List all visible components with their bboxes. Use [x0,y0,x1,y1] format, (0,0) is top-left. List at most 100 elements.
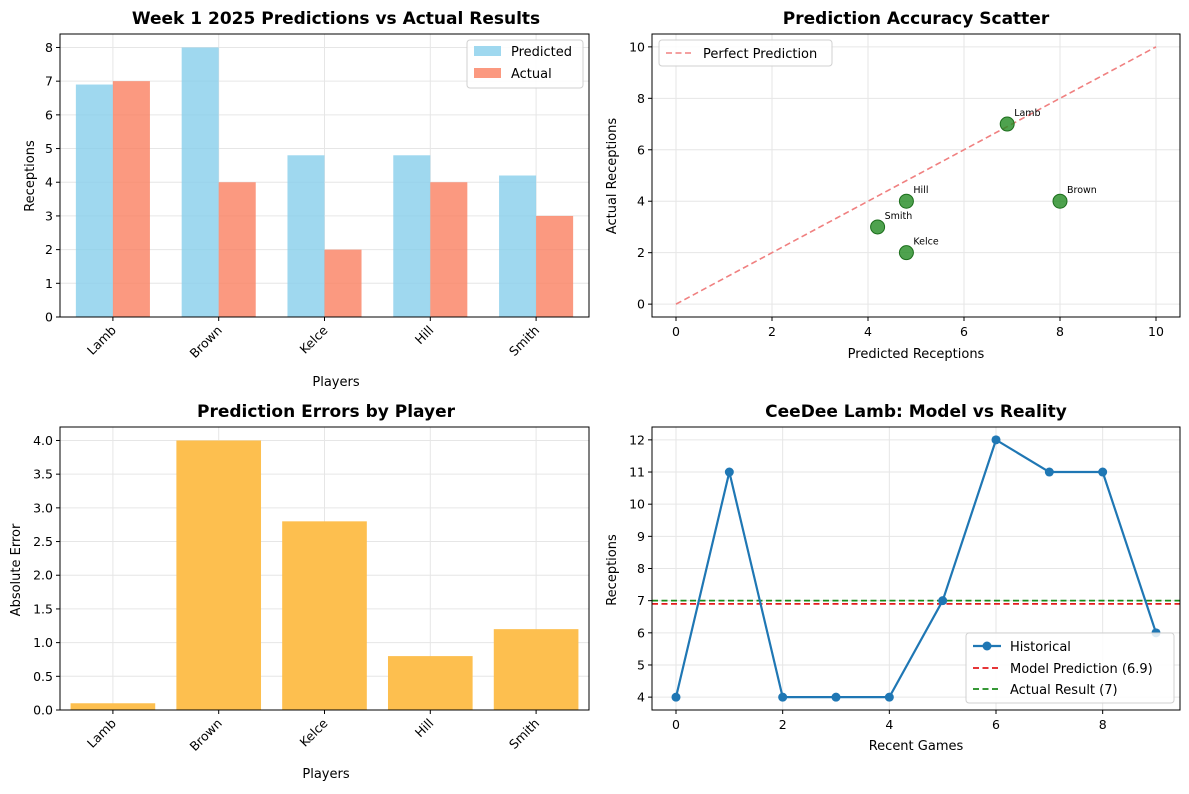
perfect-prediction-line [675,46,1157,305]
y-tick-label: 3 [45,208,53,223]
legend-swatch [474,46,501,56]
y-tick-label: 7 [637,593,645,608]
legend-marker [982,641,992,651]
y-tick-label: 10 [629,497,645,512]
chart-title: Prediction Errors by Player [197,402,456,422]
y-tick-label: 5 [45,141,53,156]
y-tick-label: 8 [637,91,645,106]
bar-predicted [393,155,431,317]
point-label: Kelce [913,237,938,248]
scatter-point [898,193,914,209]
y-tick-label: 4.0 [33,433,53,448]
plot-frame [59,426,590,711]
y-tick-label: 11 [629,465,645,480]
x-tick-label: Smith [506,716,542,752]
x-tick-label: Smith [506,323,542,359]
legend: Predicted Actual [466,39,584,89]
historical-point [831,692,841,702]
historical-point [884,692,894,702]
historical-point [991,435,1001,445]
y-tick-label: 10 [629,39,645,54]
y-tick-label: 2 [637,245,645,260]
y-tick-label: 2.0 [33,568,53,583]
scatter-point [898,245,914,261]
grid [652,34,1180,317]
y-axis-label: Absolute Error [9,523,24,616]
plot-frame [651,426,1181,711]
x-tick-label: Kelce [296,322,330,356]
legend-label: Actual Result (7) [1010,683,1118,698]
x-tick-label: Brown [186,716,224,754]
legend-box [965,632,1175,704]
bar-predicted [499,175,537,317]
error-bar [387,656,473,710]
chart-title: CeeDee Lamb: Model vs Reality [765,402,1067,422]
y-tick-label: 5 [637,657,645,672]
legend-label: Model Prediction (6.9) [1010,662,1153,677]
x-tick-label: 6 [960,324,968,339]
y-tick-label: 3.5 [33,467,53,482]
plot-frame [651,33,1181,318]
y-tick-label: 0.5 [33,669,53,684]
x-tick-label: 4 [864,324,872,339]
x-tick-label: 2 [768,324,776,339]
x-tick-label: Hill [412,716,437,741]
historical-point [1098,467,1108,477]
x-tick-label: Brown [186,323,224,361]
panel-predictions-vs-actual: Week 1 2025 Predictions vs Actual Result… [23,9,590,390]
error-bar [282,521,367,710]
bar-predicted [181,47,219,317]
scatter-point [870,219,886,235]
legend-label: Historical [1010,640,1071,655]
error-bar [176,440,262,710]
y-tick-label: 8 [637,561,645,576]
bar-actual [324,249,362,317]
y-tick-label: 1 [45,276,53,291]
x-tick-label: 0 [672,717,680,732]
y-tick-label: 6 [637,142,645,157]
x-tick-label: 8 [1099,717,1107,732]
scatter-point [1052,193,1068,209]
x-tick-label: Lamb [84,715,119,750]
error-bar [493,629,579,710]
x-tick-label: 10 [1148,324,1164,339]
point-label: Smith [885,211,913,222]
bar-actual [112,81,150,318]
historical-line [674,438,1158,699]
bar-actual [430,182,468,317]
historical-point [671,692,681,702]
x-tick-label: 4 [885,717,893,732]
y-tick-label: 2 [45,242,53,257]
historical-point [1044,467,1054,477]
error-bar [70,703,156,710]
y-axis-label: Actual Receptions [605,118,620,235]
y-tick-label: 6 [45,107,53,122]
y-tick-label: 2.5 [33,534,53,549]
chart-title: Week 1 2025 Predictions vs Actual Result… [132,9,540,29]
x-tick-label: Kelce [296,715,330,749]
y-tick-label: 0 [637,297,645,312]
x-tick-label: 6 [992,717,1000,732]
point-label: Brown [1067,185,1097,196]
legend-box [658,39,833,67]
x-axis-label: Predicted Receptions [848,347,985,362]
historical-point [724,467,734,477]
legend-swatch [474,68,501,78]
y-tick-label: 0.0 [33,703,53,718]
x-tick-label: Hill [412,323,437,348]
legend: Perfect Prediction [658,39,833,67]
legend-label: Predicted [511,45,572,60]
y-axis-label: Receptions [605,534,620,606]
panel-prediction-errors: Prediction Errors by Player Players Abso… [9,402,590,782]
plot-frame [59,33,590,318]
bar-actual [218,182,256,317]
y-tick-label: 9 [637,529,645,544]
historical-point [778,692,788,702]
panel-lamb-model-vs-reality: CeeDee Lamb: Model vs Reality Recent Gam… [605,402,1181,754]
y-tick-label: 4 [637,194,645,209]
point-label: Hill [913,185,928,196]
chart-title: Prediction Accuracy Scatter [783,9,1050,29]
x-axis-label: Players [302,767,349,782]
bar-predicted [287,155,325,317]
